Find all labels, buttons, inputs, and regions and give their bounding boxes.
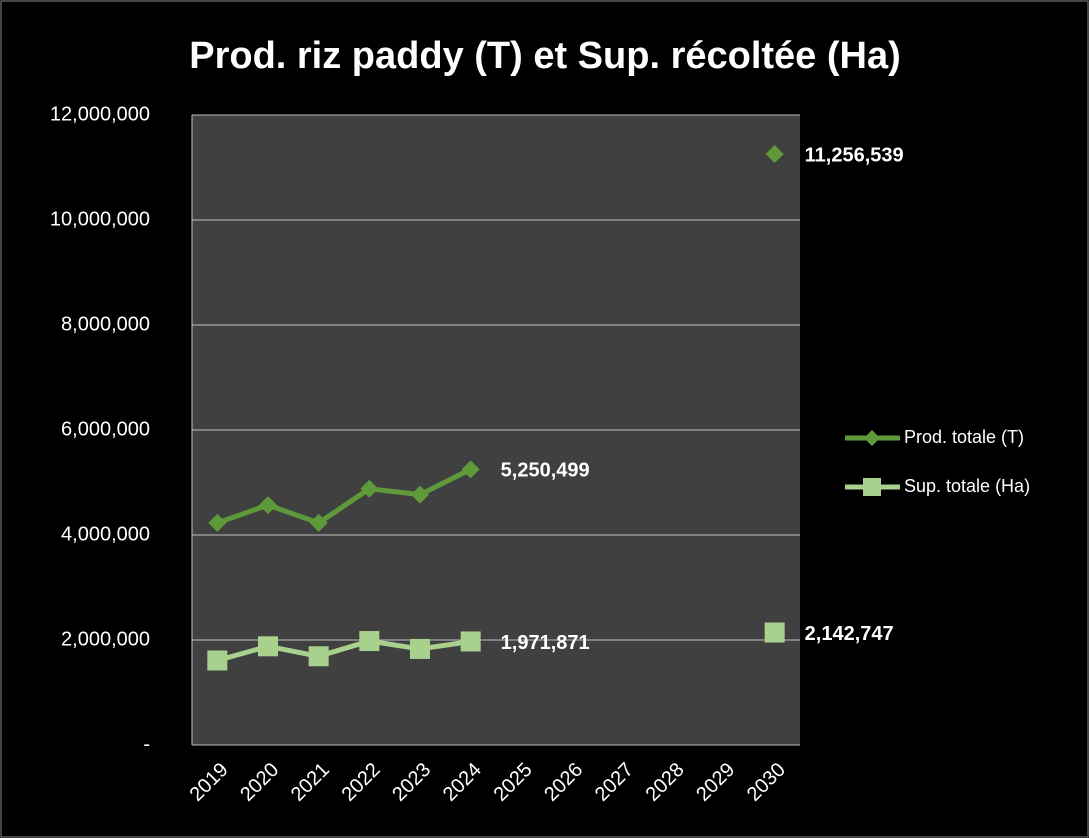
- legend-marker: [863, 478, 881, 496]
- legend-label: Sup. totale (Ha): [904, 476, 1030, 496]
- data-label: 1,971,871: [501, 632, 590, 654]
- y-tick-label: 6,000,000: [61, 418, 150, 440]
- data-point: [764, 622, 785, 643]
- y-tick-label: 2,000,000: [61, 628, 150, 650]
- data-point: [411, 485, 429, 504]
- data-point: [360, 479, 379, 498]
- y-tick-label: 4,000,000: [61, 523, 150, 545]
- legend-label: Prod. totale (T): [904, 427, 1024, 447]
- data-point: [208, 513, 227, 532]
- data-label: 5,250,499: [501, 460, 590, 482]
- data-point: [207, 650, 228, 671]
- data-point: [258, 636, 278, 657]
- data-label: 11,256,539: [805, 144, 904, 166]
- data-point: [410, 638, 430, 659]
- y-tick-label: 8,000,000: [61, 313, 150, 335]
- chart-title: Prod. riz paddy (T) et Sup. récoltée (Ha…: [189, 35, 901, 77]
- y-tick-label: -: [143, 733, 150, 755]
- legend-marker: [864, 430, 880, 446]
- data-point: [460, 631, 481, 652]
- data-point: [259, 496, 277, 515]
- y-tick-label: 10,000,000: [50, 208, 150, 230]
- data-point: [765, 145, 784, 164]
- data-point: [309, 513, 328, 532]
- data-point: [359, 631, 380, 652]
- data-label: 2,142,747: [805, 623, 894, 645]
- y-tick-label: 12,000,000: [50, 103, 150, 125]
- data-point: [308, 646, 329, 667]
- data-point: [461, 460, 480, 479]
